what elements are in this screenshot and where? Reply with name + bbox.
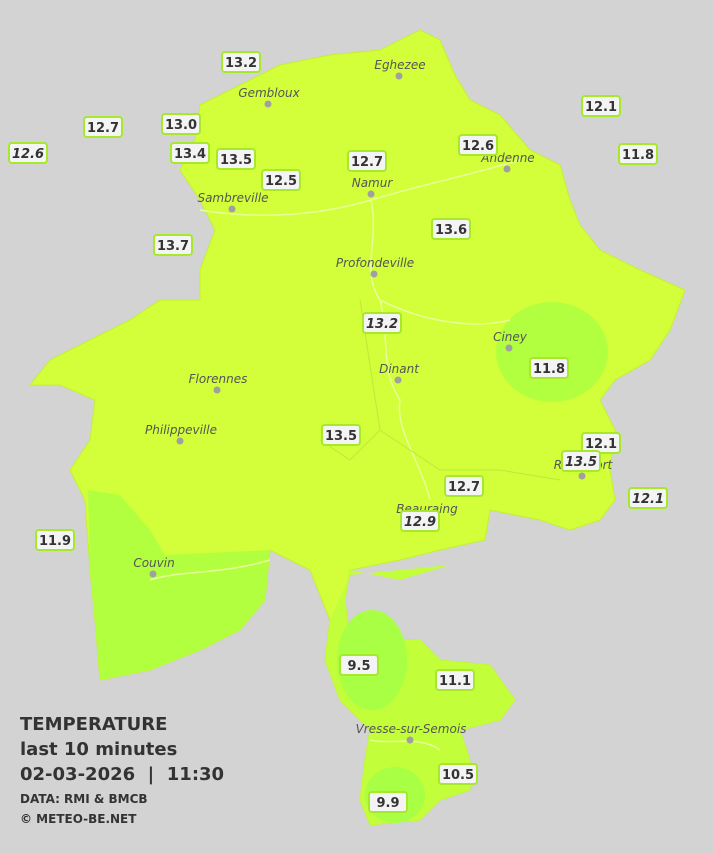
city-dot	[367, 190, 375, 198]
city-name: Philippeville	[145, 423, 217, 437]
station-box	[161, 113, 201, 135]
credit: © METEO-BE.NET	[20, 812, 137, 826]
station-value: 11.8	[533, 362, 565, 377]
city-name: Namur	[352, 176, 394, 190]
datetime: 02-03-2026 | 11:30	[20, 764, 224, 785]
city-name: Profondeville	[336, 256, 414, 270]
city-dot	[505, 344, 513, 352]
station-value: 10.5	[442, 768, 474, 783]
station-box	[458, 134, 498, 156]
station-value: 12.1	[585, 100, 617, 115]
station-value: 13.5	[220, 153, 252, 168]
station-box	[221, 51, 261, 73]
city-name: Gembloux	[238, 86, 300, 100]
city-name: Ciney	[493, 330, 528, 344]
cool-zone	[496, 302, 608, 402]
station-value: 12.7	[448, 480, 480, 495]
station-value: 13.4	[174, 147, 206, 162]
city-name: Dinant	[379, 362, 420, 376]
city-name: Couvin	[133, 556, 174, 570]
station-box	[618, 143, 658, 165]
city-dot	[406, 736, 414, 744]
station-value: 12.1	[585, 437, 617, 452]
station-box	[321, 424, 361, 446]
station-box	[347, 150, 387, 172]
station-box	[153, 234, 193, 256]
station-value: 12.7	[351, 155, 383, 170]
river	[149, 159, 521, 751]
station-box	[170, 142, 210, 164]
station-value: 12.1	[632, 492, 664, 507]
city-name: Florennes	[189, 372, 248, 386]
station-value: 13.6	[435, 223, 467, 238]
city-name: Vresse-sur-Semois	[356, 722, 467, 736]
station-box	[438, 763, 478, 785]
station-value: 12.9	[404, 515, 436, 530]
city-dot	[370, 270, 378, 278]
station-value: 11.8	[622, 148, 654, 163]
station-value: 12.7	[87, 121, 119, 136]
station-box	[561, 450, 601, 472]
city-dot	[176, 437, 184, 445]
station-box	[339, 654, 379, 676]
city-name: Sambreville	[197, 191, 268, 205]
city-name: Eghezee	[374, 58, 425, 72]
city-dot	[578, 472, 586, 480]
station-box	[216, 148, 256, 170]
station-box	[529, 357, 569, 379]
station-value: 13.0	[165, 118, 197, 133]
station-box	[400, 510, 440, 532]
station-value: 13.7	[157, 239, 189, 254]
station-value: 12.6	[12, 147, 44, 162]
city-dot	[394, 376, 402, 384]
city-dot	[228, 205, 236, 213]
station-box	[431, 218, 471, 240]
station-value: 13.2	[366, 317, 398, 332]
station-box	[83, 116, 123, 138]
title: TEMPERATURE	[20, 714, 167, 735]
station-value: 9.5	[347, 659, 370, 674]
station-value: 13.5	[325, 429, 357, 444]
cool-zone	[88, 490, 270, 680]
city-dot	[213, 386, 221, 394]
station-value: 13.5	[565, 455, 597, 470]
station-box	[581, 95, 621, 117]
station-value: 11.9	[39, 534, 71, 549]
city-dot	[149, 570, 157, 578]
station-box	[628, 487, 668, 509]
station-box	[581, 432, 621, 454]
station-box	[261, 169, 301, 191]
station-box	[35, 529, 75, 551]
station-value: 11.1	[439, 674, 471, 689]
subtitle: last 10 minutes	[20, 739, 177, 760]
city-dot	[503, 165, 511, 173]
station-box	[435, 669, 475, 691]
station-value: 12.5	[265, 174, 297, 189]
station-value: 12.6	[462, 139, 494, 154]
station-box	[362, 312, 402, 334]
station-box	[8, 142, 48, 164]
warm-zone	[325, 565, 515, 825]
station-value: 13.2	[225, 56, 257, 71]
station-box	[368, 791, 408, 813]
source: DATA: RMI & BMCB	[20, 792, 148, 806]
city-dot	[395, 72, 403, 80]
station-value: 9.9	[376, 796, 399, 811]
city-dot	[264, 100, 272, 108]
station-box	[444, 475, 484, 497]
